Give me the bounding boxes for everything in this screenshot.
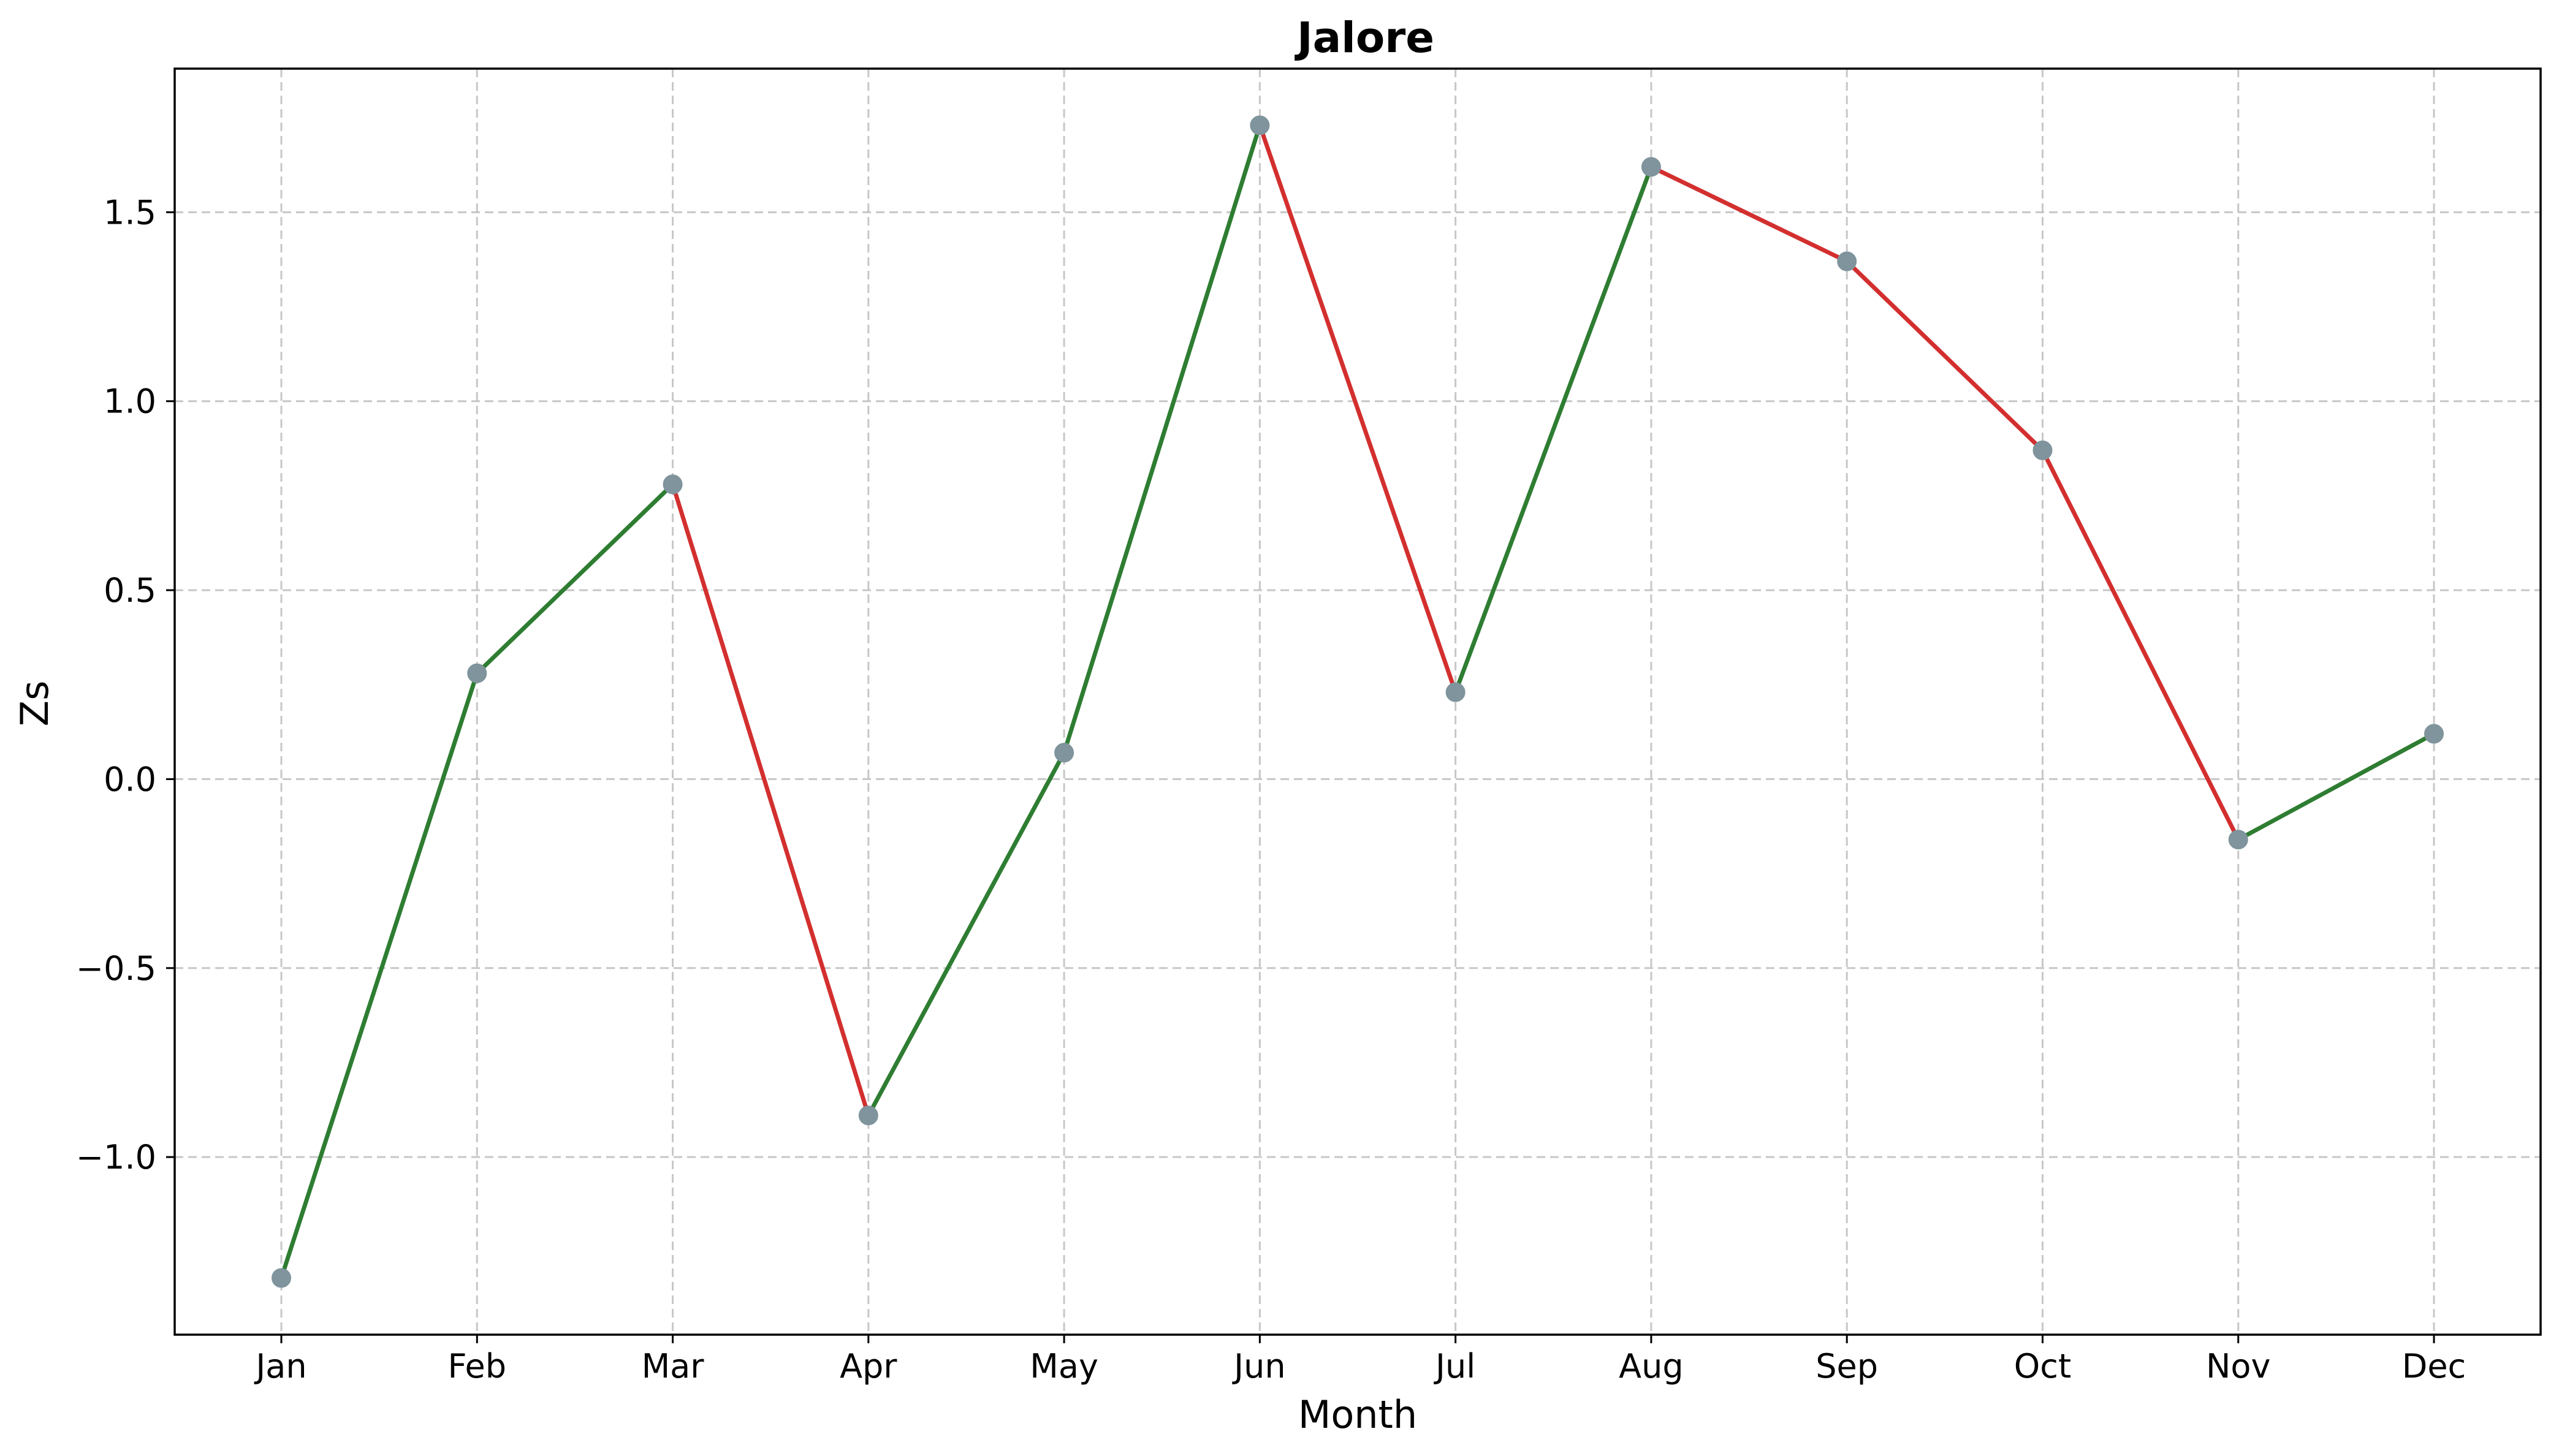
decrease-segment bbox=[1844, 259, 2045, 453]
increase-segment bbox=[866, 750, 1067, 1118]
x-tick-label: Jan bbox=[254, 1347, 306, 1386]
data-point bbox=[858, 1105, 878, 1126]
increase-segment bbox=[2236, 731, 2436, 842]
y-axis-label: Zs bbox=[12, 681, 57, 727]
plot-frame bbox=[173, 67, 2542, 1336]
x-axis-ticks: Jan Feb Mar Apr May Jun Jul Aug Sep Oct Nov Dec bbox=[254, 1335, 2466, 1386]
x-axis-label: Month bbox=[1298, 1392, 1417, 1437]
y-axis-ticks: −1.0 −0.5 0.0 0.5 1.0 1.5 bbox=[76, 193, 175, 1177]
x-tick-label: Aug bbox=[1619, 1347, 1683, 1386]
x-tick-label: Nov bbox=[2206, 1347, 2270, 1386]
data-point bbox=[1837, 251, 1857, 271]
data-point bbox=[1445, 682, 1466, 702]
data-point bbox=[663, 474, 683, 495]
decrease-segment bbox=[671, 482, 871, 1118]
decrease-segment bbox=[2040, 448, 2241, 842]
markers bbox=[272, 115, 2444, 1288]
y-tick-label: 0.0 bbox=[104, 760, 156, 798]
y-tick-label: 1.0 bbox=[104, 382, 156, 421]
y-tick-label: 1.5 bbox=[104, 193, 156, 232]
data-point bbox=[2228, 830, 2248, 850]
y-tick-label: −0.5 bbox=[76, 949, 156, 988]
x-tick-label: Oct bbox=[2014, 1347, 2071, 1386]
x-tick-label: Jun bbox=[1232, 1347, 1285, 1386]
grid bbox=[175, 69, 2541, 1335]
data-point bbox=[272, 1268, 291, 1288]
data-point bbox=[1641, 157, 1661, 177]
x-tick-label: Feb bbox=[447, 1347, 506, 1386]
data-point bbox=[2424, 724, 2444, 744]
data-point bbox=[2032, 440, 2053, 460]
increase-segment bbox=[279, 671, 479, 1280]
x-tick-label: May bbox=[1030, 1347, 1098, 1386]
x-tick-label: Jul bbox=[1434, 1347, 1475, 1386]
data-point bbox=[1054, 743, 1074, 763]
x-tick-label: Apr bbox=[840, 1347, 897, 1386]
y-tick-label: 0.5 bbox=[104, 571, 156, 610]
increase-segment bbox=[474, 482, 675, 676]
x-tick-label: Mar bbox=[642, 1347, 705, 1386]
increase-segment bbox=[1062, 123, 1262, 755]
decrease-segment bbox=[1257, 123, 1458, 695]
x-tick-label: Dec bbox=[2402, 1347, 2466, 1386]
series bbox=[279, 123, 2436, 1280]
x-tick-label: Sep bbox=[1816, 1347, 1878, 1386]
y-tick-label: −1.0 bbox=[76, 1138, 156, 1177]
increase-segment bbox=[1453, 164, 1654, 695]
decrease-segment bbox=[1649, 164, 1849, 264]
data-point bbox=[1250, 115, 1270, 135]
data-point bbox=[467, 663, 487, 683]
chart-title: Jalore bbox=[1295, 13, 1434, 63]
